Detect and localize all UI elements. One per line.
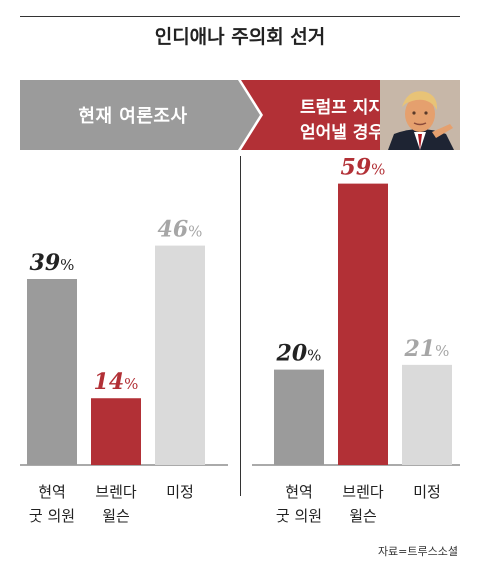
bar-p2-1 xyxy=(274,369,324,465)
panel-divider xyxy=(240,156,241,496)
value-label-p2-1: 20% xyxy=(276,341,322,367)
value-label-p2-2: 59% xyxy=(341,155,386,181)
bar-p1-1 xyxy=(27,279,77,465)
category-label-p2-1-line2: 굿 의원 xyxy=(276,507,322,525)
bar-p2-2 xyxy=(338,183,388,465)
value-label-p2-3: 21% xyxy=(404,336,450,362)
category-label-p1-1-line1: 현역 xyxy=(38,483,66,501)
category-label-p2-2-line2: 윌슨 xyxy=(349,507,377,525)
trump-banner-line1: 트럼프 지지 xyxy=(299,98,385,118)
bar-p1-3 xyxy=(155,245,205,465)
trump-portrait-photo xyxy=(380,80,460,150)
category-label-p1-2-line1: 브렌다 xyxy=(95,483,137,501)
category-label-p1-3-line1: 미정 xyxy=(166,483,194,501)
trump-endorsement-banner: 트럼프 지지 얻어낼 경우 xyxy=(241,80,460,150)
value-label-p1-1: 39% xyxy=(30,250,75,276)
current-poll-label: 현재 여론조사 xyxy=(78,106,188,127)
current-poll-banner: 현재 여론조사 xyxy=(20,80,260,150)
source-note: 자료=트루스소셜 xyxy=(377,545,458,558)
category-label-p1-2-line2: 윌슨 xyxy=(102,507,130,525)
category-label-p2-2-line1: 브렌다 xyxy=(342,483,384,501)
trump-banner-line2: 얻어낼 경우 xyxy=(299,123,385,143)
chart-title: 인디애나 주의회 선거 xyxy=(20,16,460,57)
bar-p2-3 xyxy=(402,364,452,465)
category-label-p2-1-line1: 현역 xyxy=(285,483,313,501)
bar-p1-2 xyxy=(91,398,141,465)
value-label-p1-3: 46% xyxy=(158,217,203,243)
category-label-p1-1-line2: 굿 의원 xyxy=(29,507,75,525)
category-label-p2-3-line1: 미정 xyxy=(413,483,441,501)
value-label-p1-2: 14% xyxy=(94,369,139,395)
